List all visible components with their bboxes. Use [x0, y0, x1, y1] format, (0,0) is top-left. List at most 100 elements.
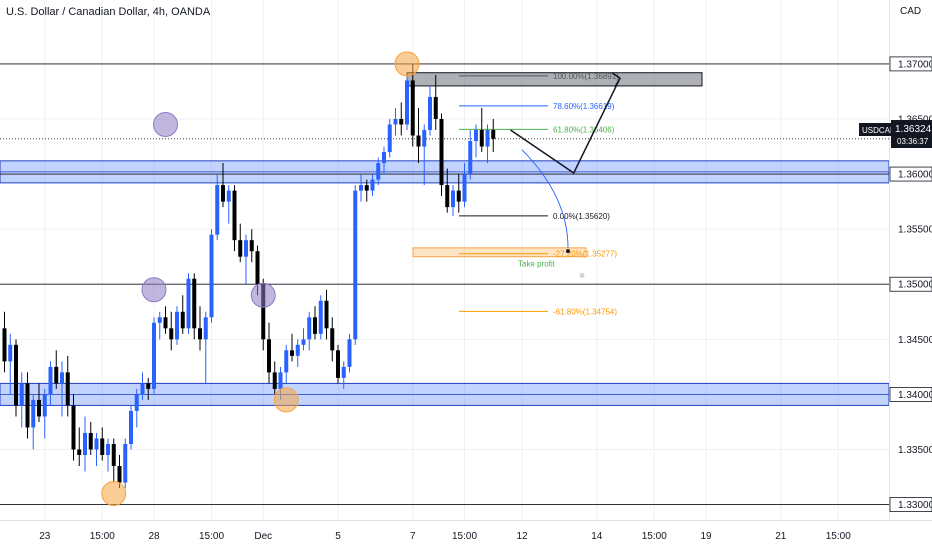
candle-body — [157, 317, 162, 323]
swing-circle — [141, 277, 167, 303]
price-tag-box — [889, 276, 932, 292]
candle-body — [140, 383, 145, 395]
time-tick-label: 5 — [335, 531, 341, 542]
candle-body — [123, 443, 128, 483]
candle-body — [111, 443, 116, 467]
currency-label: CAD — [900, 6, 921, 17]
candle-body — [255, 251, 260, 285]
time-tick-label: 12 — [516, 531, 528, 542]
candle-body — [451, 190, 455, 208]
candle-body — [290, 350, 294, 356]
price-axis[interactable]: 1.37000 1.36500 1.36000 1.35500 1.35000 1.345… — [889, 56, 932, 512]
target-box[interactable] — [412, 247, 587, 258]
badge-price: 1.36324 — [895, 124, 932, 135]
time-tick-label: 23 — [39, 531, 51, 542]
candle-body — [129, 410, 133, 444]
time-tick-label: 19 — [700, 531, 712, 542]
candle-body — [198, 328, 202, 340]
candle-body — [37, 399, 41, 417]
candle-body — [485, 130, 490, 147]
candle-body — [468, 141, 473, 175]
candle-body — [175, 311, 179, 340]
swing-circle — [394, 51, 420, 77]
candle-body — [364, 185, 369, 191]
candle-body — [221, 185, 225, 202]
fib-level-label: -61.80%(1.34754) — [553, 307, 617, 316]
candle-body — [359, 185, 363, 191]
time-axis[interactable]: 23 15:00 28 15:00 Dec 5 7 15:00 12 14 15:00 19 21 15:… — [39, 531, 851, 542]
candle-body — [226, 190, 231, 202]
candle-body — [77, 449, 82, 455]
candle-body — [163, 317, 168, 329]
badge-countdown: 03:36:37 — [897, 137, 929, 146]
candle-body — [382, 152, 386, 164]
candle-body — [186, 278, 191, 329]
candle-body — [261, 284, 266, 340]
candle-body — [301, 339, 306, 345]
candlestick-series — [2, 63, 496, 489]
candle-body — [249, 240, 254, 252]
candle-body — [100, 438, 105, 455]
candle-body — [410, 80, 415, 136]
candle-body — [134, 394, 139, 411]
candle-body — [422, 130, 427, 147]
candle-body — [307, 317, 312, 340]
candle-body — [433, 96, 438, 119]
price-tag-box — [889, 166, 932, 182]
current-price-badge: USDCAD 1.36324 03:36:37 — [859, 120, 932, 148]
target-dot — [566, 249, 570, 254]
time-tick-label: 15:00 — [826, 531, 851, 542]
fibonacci-tool[interactable]: 100.00%(1.36891) 78.60%(1.36619) 61.80%(1.… — [406, 72, 703, 316]
fib-level-label: 61.80%(1.36406) — [553, 125, 615, 134]
swing-circle — [153, 111, 178, 137]
swing-circle — [273, 387, 299, 413]
price-tag-box — [889, 56, 932, 72]
candle-body — [324, 300, 329, 329]
price-tick-label: 1.35000 — [898, 280, 932, 291]
candle-body — [272, 372, 277, 389]
candle-body — [399, 118, 404, 125]
candle-body — [117, 466, 122, 483]
fib-level-label: 100.00%(1.36891) — [553, 72, 619, 81]
candle-body — [48, 366, 53, 395]
time-tick-label: 15:00 — [199, 531, 224, 542]
time-tick-label: 15:00 — [642, 531, 667, 542]
projection-path — [510, 77, 621, 175]
candle-body — [370, 179, 375, 191]
candle-body — [169, 328, 174, 340]
candle-body — [192, 278, 197, 329]
fib-level-label: 0.00%(1.35620) — [553, 212, 610, 221]
candle-body — [215, 185, 220, 235]
candle-body — [203, 317, 208, 340]
fib-level-label: -27.20%(1.35277) — [553, 250, 617, 259]
price-tick-label: 1.36000 — [898, 170, 932, 181]
candle-body — [456, 190, 461, 202]
candle-body — [387, 124, 392, 153]
take-profit-label: Take profit — [518, 260, 556, 269]
swing-circle — [101, 481, 127, 507]
chart-title: U.S. Dollar / Canadian Dollar, 4h, OANDA — [6, 6, 211, 18]
target-arrow — [521, 149, 569, 248]
candle-body — [341, 366, 346, 378]
candle-body — [278, 372, 283, 389]
swing-circles — [101, 51, 420, 507]
candle-body — [2, 328, 7, 362]
price-tick-label: 1.34000 — [898, 390, 932, 401]
candle-body — [318, 300, 323, 334]
candle-body — [65, 372, 70, 406]
candle-body — [336, 350, 340, 378]
candle-body — [330, 328, 335, 351]
candle-body — [180, 311, 185, 329]
candle-body — [474, 130, 478, 142]
time-tick-label: 28 — [148, 531, 160, 542]
time-tick-label: 21 — [775, 531, 787, 542]
candle-body — [8, 344, 13, 362]
candle-body — [14, 344, 18, 406]
candle-body — [313, 317, 317, 334]
candle-body — [60, 372, 64, 384]
candle-body — [479, 130, 484, 147]
time-tick-label: 7 — [410, 531, 416, 542]
candle-body — [71, 405, 76, 450]
